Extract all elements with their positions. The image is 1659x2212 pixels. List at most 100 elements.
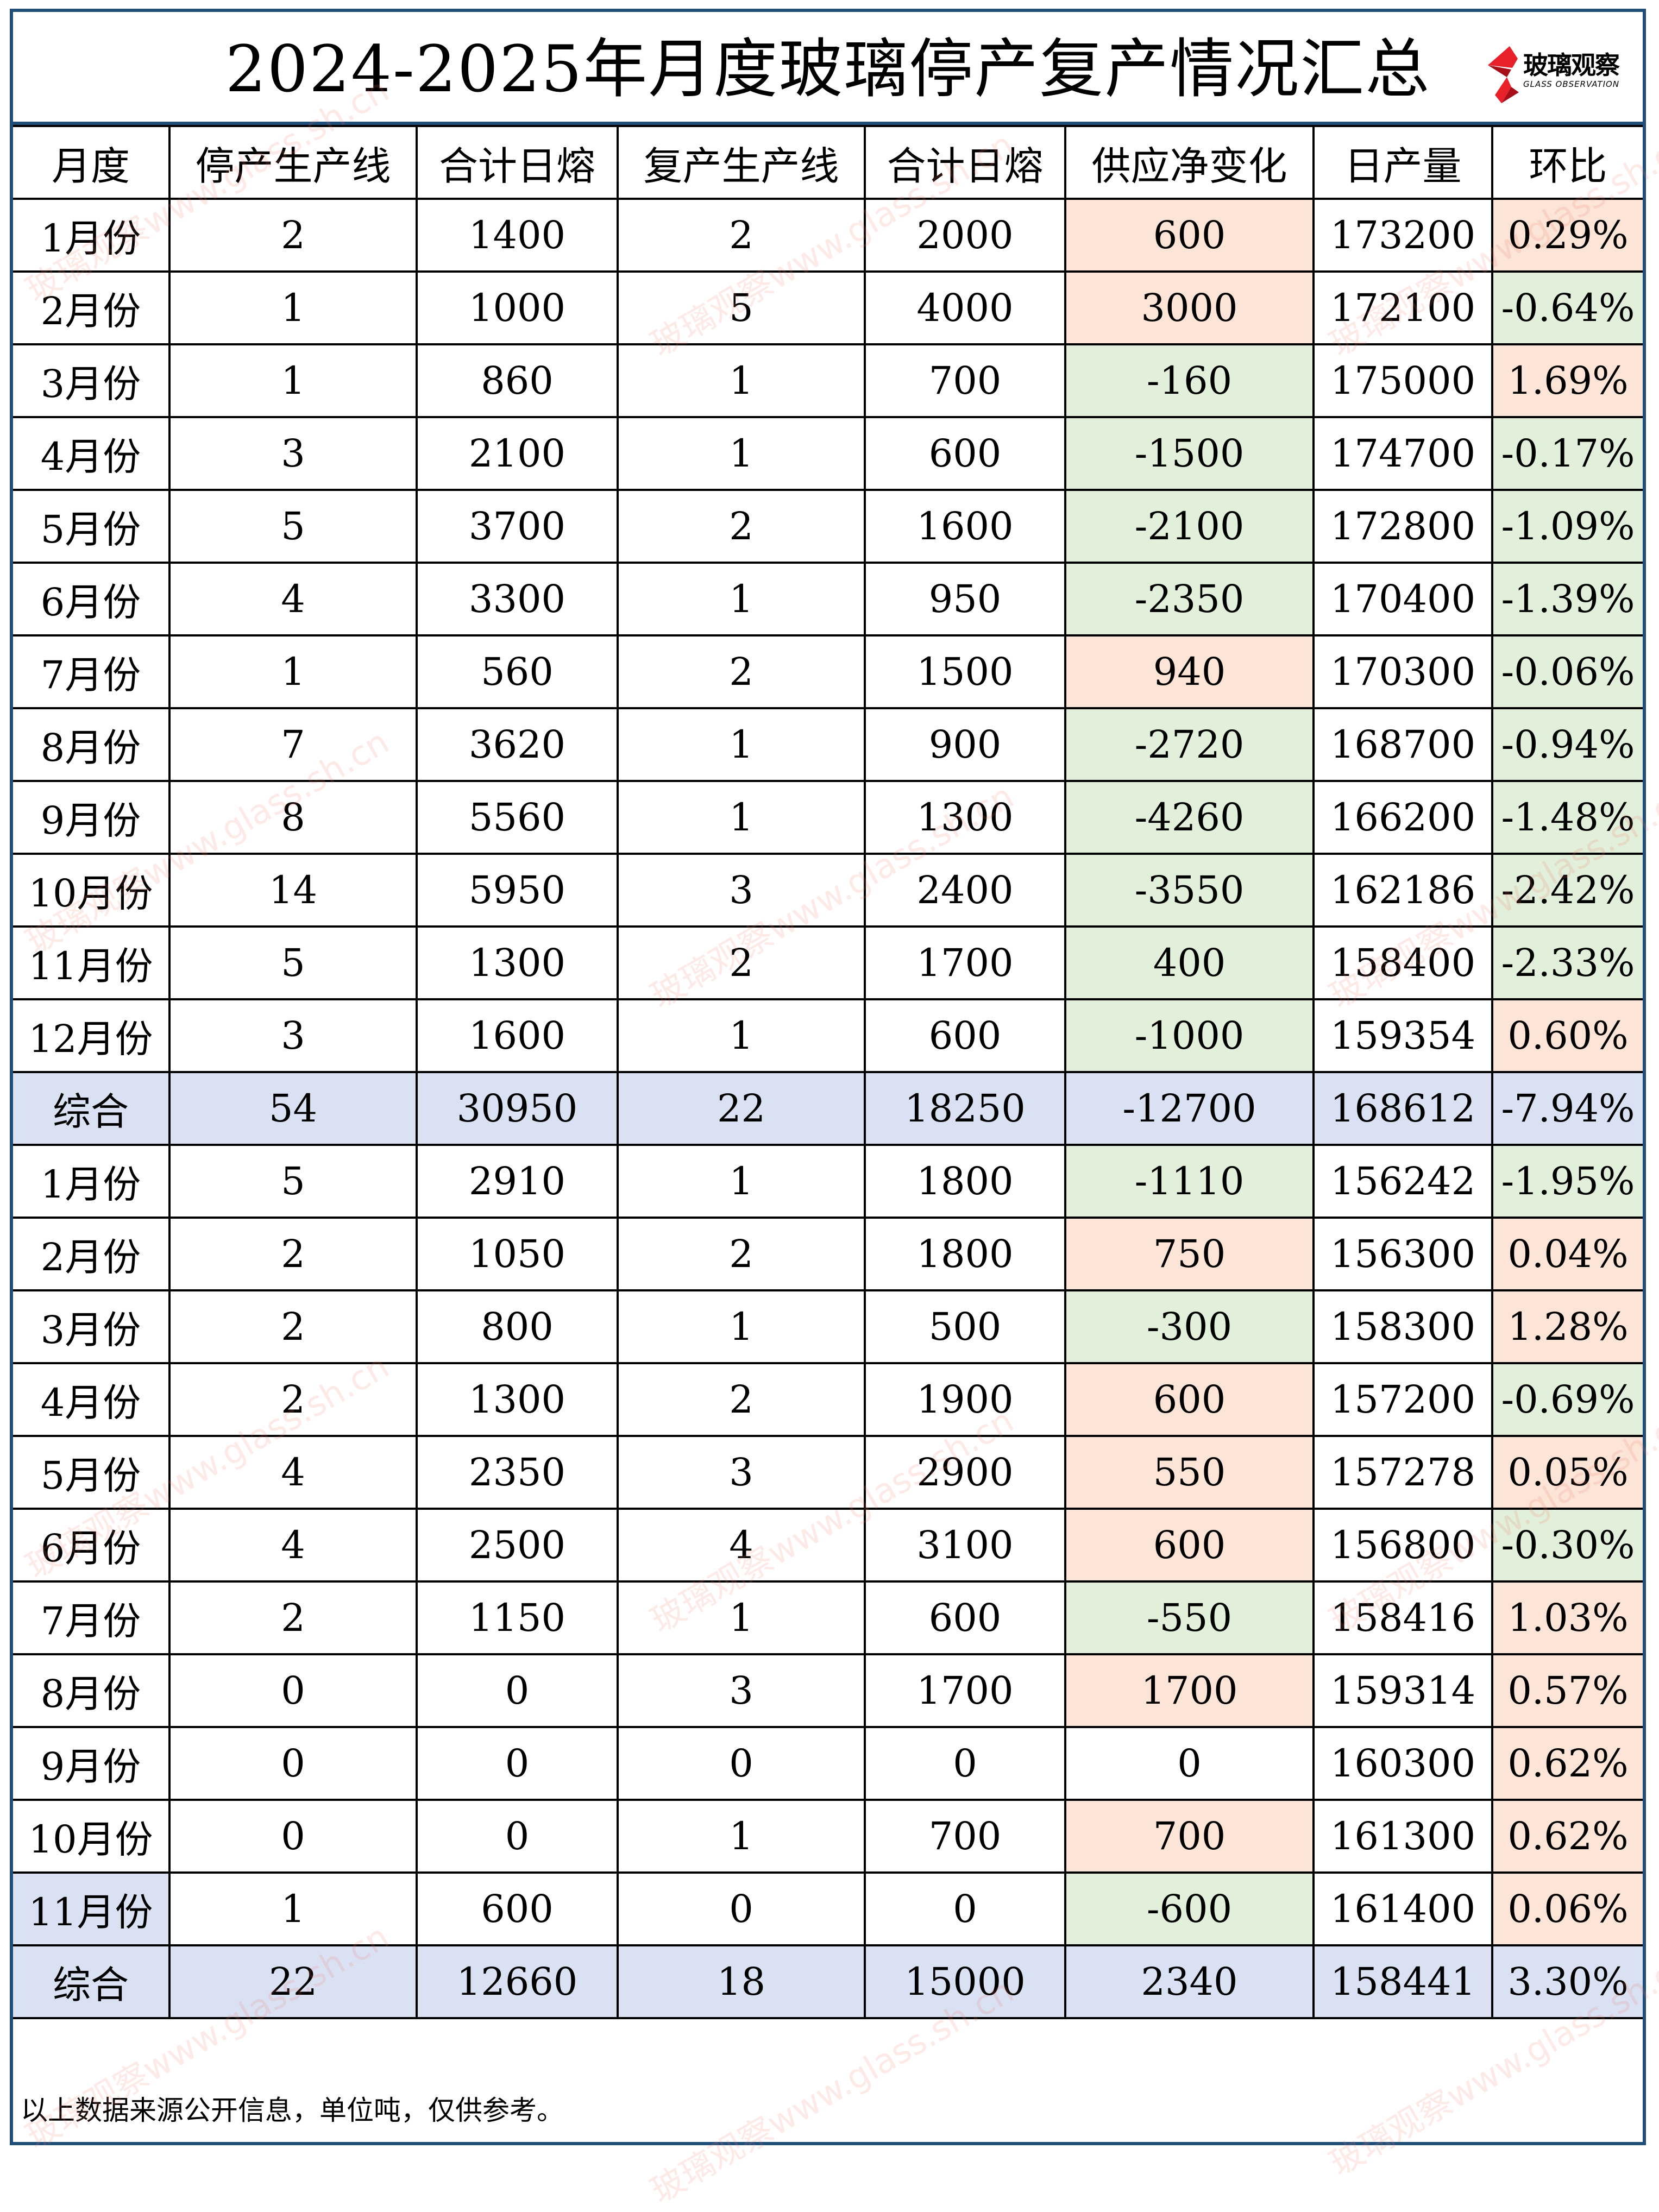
cell-mom-change: -1.48% — [1491, 780, 1643, 855]
table-row: 8月份 7 3620 1 900 -2720 168700 -0.94% — [13, 707, 1643, 782]
cell-shutdown-lines: 1 — [168, 1871, 418, 1946]
logo-en-text: GLASS OBSERVATION — [1523, 79, 1620, 89]
table-row: 6月份 4 2500 4 3100 600 156800 -0.30% — [13, 1508, 1643, 1583]
red-star-icon — [1488, 46, 1519, 103]
logo-cn-text: 玻璃观察 — [1523, 51, 1620, 80]
cell-month: 8月份 — [13, 707, 171, 782]
cell-mom-change: -7.94% — [1491, 1071, 1643, 1146]
cell-month: 4月份 — [13, 1362, 171, 1437]
cell-shutdown-lines: 14 — [168, 853, 418, 928]
cell-net-supply-change: -12700 — [1064, 1071, 1315, 1146]
cell-shutdown-daily-melt: 1300 — [416, 1362, 619, 1437]
cell-restart-lines: 4 — [617, 1508, 866, 1583]
cell-shutdown-lines: 4 — [168, 1435, 418, 1510]
cell-month: 10月份 — [13, 1799, 171, 1874]
cell-mom-change: -1.95% — [1491, 1144, 1643, 1219]
cell-daily-output: 172100 — [1312, 270, 1493, 345]
cell-month: 2月份 — [13, 270, 171, 345]
cell-restart-lines: 5 — [617, 270, 866, 345]
glass-observation-logo: 玻璃观察 GLASS OBSERVATION — [1485, 43, 1626, 109]
cell-restart-daily-melt: 15000 — [864, 1944, 1066, 2019]
header-row: 月度 停产生产线 合计日熔 复产生产线 合计日熔 供应净变化 日产量 环比 — [13, 125, 1643, 200]
cell-daily-output: 166200 — [1312, 780, 1493, 855]
cell-shutdown-lines: 2 — [168, 1580, 418, 1655]
cell-daily-output: 162186 — [1312, 853, 1493, 928]
cell-daily-output: 157278 — [1312, 1435, 1493, 1510]
cell-shutdown-lines: 1 — [168, 343, 418, 418]
cell-shutdown-daily-melt: 800 — [416, 1289, 619, 1364]
cell-shutdown-lines: 5 — [168, 489, 418, 564]
cell-mom-change: -2.42% — [1491, 853, 1643, 928]
cell-shutdown-daily-melt: 3700 — [416, 489, 619, 564]
cell-restart-lines: 1 — [617, 780, 866, 855]
cell-shutdown-daily-melt: 5950 — [416, 853, 619, 928]
cell-net-supply-change: -4260 — [1064, 780, 1315, 855]
cell-daily-output: 175000 — [1312, 343, 1493, 418]
cell-restart-daily-melt: 3100 — [864, 1508, 1066, 1583]
summary-row: 综合 54 30950 22 18250 -12700 168612 -7.94% — [13, 1071, 1643, 1146]
cell-net-supply-change: -3550 — [1064, 853, 1315, 928]
cell-restart-lines: 1 — [617, 998, 866, 1073]
cell-mom-change: 0.57% — [1491, 1653, 1643, 1728]
cell-restart-daily-melt: 1800 — [864, 1217, 1066, 1291]
cell-daily-output: 159354 — [1312, 998, 1493, 1073]
cell-mom-change: -1.39% — [1491, 562, 1643, 636]
table-row: 8月份 0 0 3 1700 1700 159314 0.57% — [13, 1653, 1643, 1728]
cell-shutdown-daily-melt: 0 — [416, 1726, 619, 1801]
cell-mom-change: 0.62% — [1491, 1799, 1643, 1874]
cell-shutdown-daily-melt: 560 — [416, 634, 619, 709]
cell-shutdown-daily-melt: 2500 — [416, 1508, 619, 1583]
cell-restart-lines: 18 — [617, 1944, 866, 2019]
cell-restart-lines: 2 — [617, 1362, 866, 1437]
cell-daily-output: 161400 — [1312, 1871, 1493, 1946]
cell-net-supply-change: 550 — [1064, 1435, 1315, 1510]
cell-shutdown-daily-melt: 3620 — [416, 707, 619, 782]
cell-mom-change: 3.30% — [1491, 1944, 1643, 2019]
page-title: 2024-2025年月度玻璃停产复产情况汇总 — [225, 31, 1431, 106]
cell-month: 3月份 — [13, 343, 171, 418]
header-mom-change: 环比 — [1491, 125, 1643, 200]
cell-restart-lines: 1 — [617, 343, 866, 418]
cell-net-supply-change: -1110 — [1064, 1144, 1315, 1219]
cell-shutdown-daily-melt: 5560 — [416, 780, 619, 855]
cell-restart-lines: 2 — [617, 198, 866, 273]
cell-shutdown-daily-melt: 2350 — [416, 1435, 619, 1510]
cell-net-supply-change: 1700 — [1064, 1653, 1315, 1728]
cell-month: 8月份 — [13, 1653, 171, 1728]
cell-shutdown-daily-melt: 3300 — [416, 562, 619, 636]
cell-month: 12月份 — [13, 998, 171, 1073]
cell-shutdown-lines: 2 — [168, 1217, 418, 1291]
table-row: 5月份 5 3700 2 1600 -2100 172800 -1.09% — [13, 489, 1643, 564]
cell-mom-change: 0.62% — [1491, 1726, 1643, 1801]
cell-shutdown-daily-melt: 1000 — [416, 270, 619, 345]
cell-mom-change: 0.05% — [1491, 1435, 1643, 1510]
cell-month: 6月份 — [13, 1508, 171, 1583]
header-net-supply-change: 供应净变化 — [1064, 125, 1315, 200]
cell-net-supply-change: -2350 — [1064, 562, 1315, 636]
cell-daily-output: 157200 — [1312, 1362, 1493, 1437]
summary-row: 综合 22 12660 18 15000 2340 158441 3.30% — [13, 1944, 1643, 2019]
cell-mom-change: 1.69% — [1491, 343, 1643, 418]
cell-shutdown-daily-melt: 1050 — [416, 1217, 619, 1291]
cell-shutdown-lines: 3 — [168, 998, 418, 1073]
header-daily-output: 日产量 — [1312, 125, 1493, 200]
header-restart-daily-melt: 合计日熔 — [864, 125, 1066, 200]
cell-restart-lines: 2 — [617, 634, 866, 709]
cell-restart-lines: 1 — [617, 707, 866, 782]
cell-restart-lines: 1 — [617, 416, 866, 491]
cell-daily-output: 161300 — [1312, 1799, 1493, 1874]
footer-note: 以上数据来源公开信息，单位吨，仅供参考。 — [13, 2068, 1643, 2142]
cell-mom-change: 1.03% — [1491, 1580, 1643, 1655]
cell-net-supply-change: 2340 — [1064, 1944, 1315, 2019]
cell-net-supply-change: 0 — [1064, 1726, 1315, 1801]
cell-restart-daily-melt: 900 — [864, 707, 1066, 782]
cell-shutdown-lines: 5 — [168, 925, 418, 1000]
cell-shutdown-lines: 0 — [168, 1726, 418, 1801]
cell-net-supply-change: -1500 — [1064, 416, 1315, 491]
cell-shutdown-lines: 1 — [168, 634, 418, 709]
cell-mom-change: -1.09% — [1491, 489, 1643, 564]
cell-shutdown-lines: 5 — [168, 1144, 418, 1219]
cell-shutdown-lines: 0 — [168, 1799, 418, 1874]
table-row: 7月份 2 1150 1 600 -550 158416 1.03% — [13, 1580, 1643, 1655]
cell-shutdown-daily-melt: 860 — [416, 343, 619, 418]
